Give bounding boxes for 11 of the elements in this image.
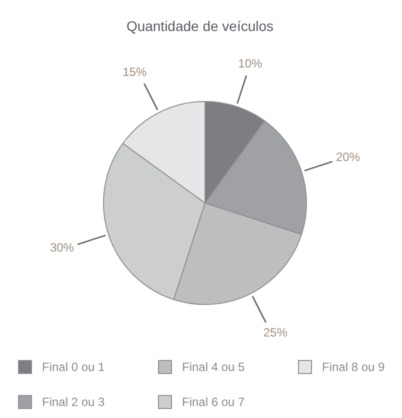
legend-label: Final 2 ou 3 [42, 395, 105, 409]
data-label: 15% [122, 65, 147, 80]
legend-label: Final 4 ou 5 [182, 360, 245, 374]
data-label: 25% [263, 326, 288, 340]
data-label: 20% [336, 150, 360, 164]
data-label: 30% [50, 240, 74, 254]
legend-label: Final 0 ou 1 [42, 360, 105, 374]
legend-label: Final 8 ou 9 [322, 360, 385, 374]
legend-label: Final 6 ou 7 [182, 395, 245, 409]
data-label: 10% [238, 56, 262, 70]
chart-title: Quantidade de veículos [125, 17, 275, 35]
